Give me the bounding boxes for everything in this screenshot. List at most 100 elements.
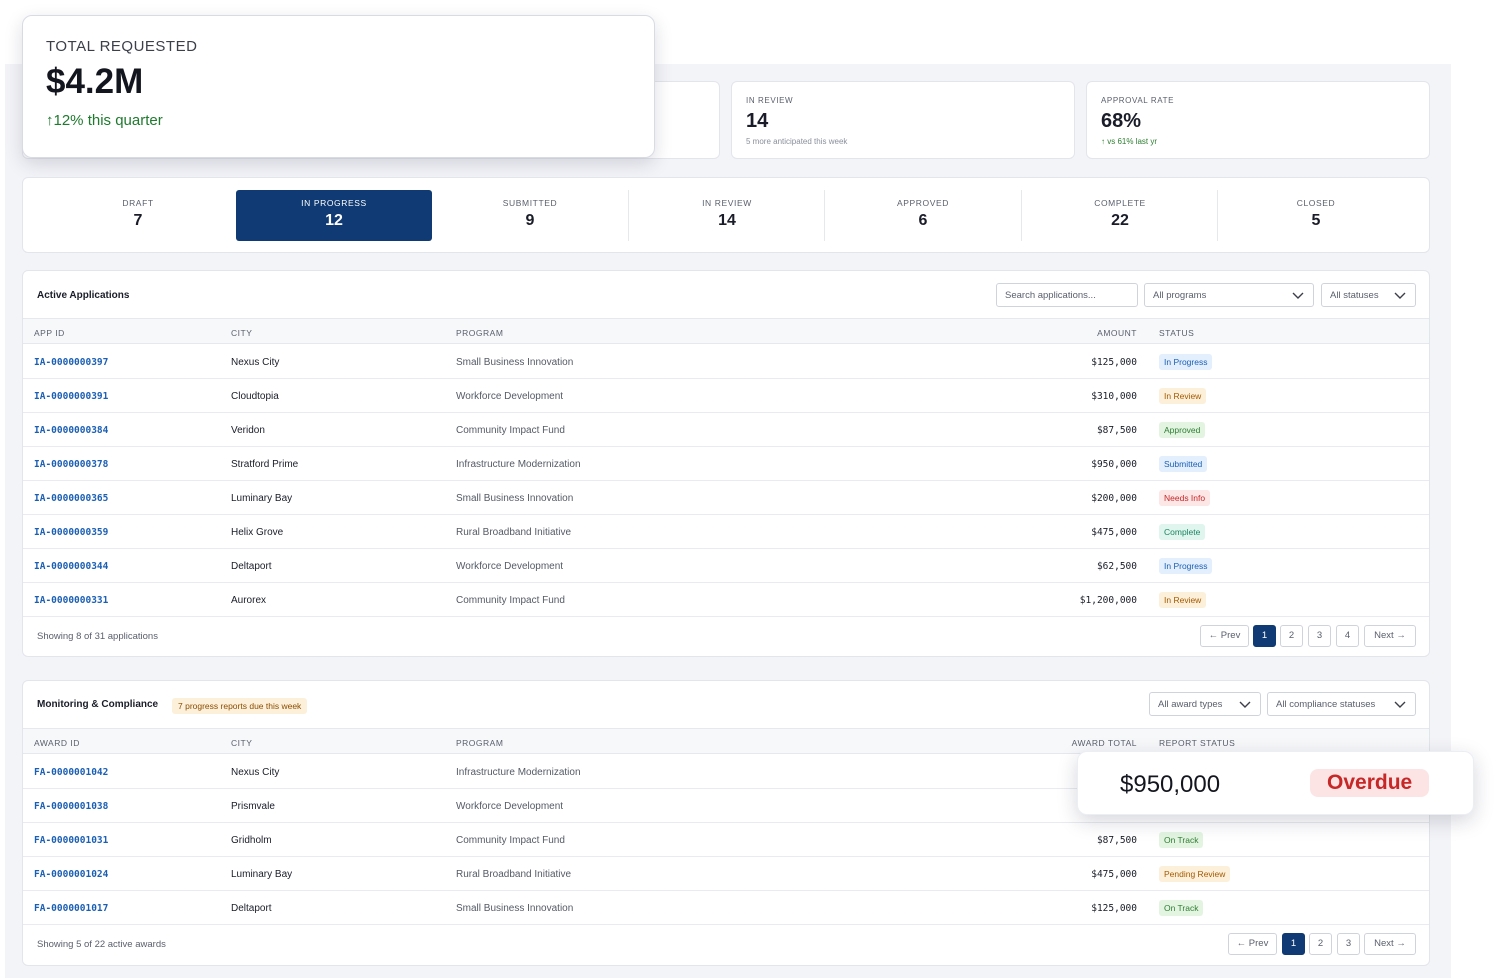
tab-count: 9 [525, 212, 535, 229]
row-id-link[interactable]: IA-0000000397 [34, 357, 109, 368]
column-header-city[interactable]: CITY [231, 738, 253, 748]
chevron-down-icon [1292, 292, 1304, 299]
page-button-4[interactable]: 4 [1336, 625, 1359, 647]
row-city: Prismvale [231, 801, 275, 812]
row-city: Gridholm [231, 835, 272, 846]
row-city: Deltaport [231, 903, 272, 914]
page-button-1[interactable]: 1 [1282, 933, 1305, 955]
column-header-status[interactable]: STATUS [1159, 328, 1195, 338]
row-id-link[interactable]: FA-0000001042 [34, 767, 109, 778]
row-program: Rural Broadband Initiative [456, 527, 572, 538]
chevron-down-icon [1239, 701, 1251, 708]
table-row[interactable]: FA-0000001031 Gridholm Community Impact Fu… [23, 823, 1429, 857]
table-row[interactable]: IA-0000000365 Luminary Bay Small Business … [23, 481, 1429, 515]
tab-complete[interactable]: COMPLETE 22 [1022, 190, 1218, 241]
prev-page-button[interactable]: ← Prev [1228, 933, 1277, 955]
tab-count: 14 [718, 212, 736, 229]
tab-approved[interactable]: APPROVED 6 [825, 190, 1021, 241]
status-badge: In Progress [1159, 354, 1213, 370]
tab-in-progress[interactable]: IN PROGRESS 12 [236, 190, 432, 241]
row-program: Workforce Development [456, 561, 564, 572]
status-badge: On Track [1159, 900, 1204, 916]
row-id-link[interactable]: FA-0000001017 [34, 903, 109, 914]
table-row[interactable]: FA-0000001038 Prismvale Workforce Developm… [23, 789, 1429, 823]
row-id-link[interactable]: IA-0000000391 [34, 391, 109, 402]
table-row[interactable]: IA-0000000378 Stratford Prime Infrastructu… [23, 447, 1429, 481]
row-id-link[interactable]: IA-0000000344 [34, 561, 109, 572]
column-header-city[interactable]: CITY [231, 328, 253, 338]
prev-page-button[interactable]: ← Prev [1200, 625, 1249, 647]
total-requested-value: $4.2M [46, 62, 144, 101]
reports-due-badge: 7 progress reports due this week [172, 698, 308, 714]
tab-submitted[interactable]: SUBMITTED 9 [432, 190, 628, 241]
column-header-amount[interactable]: AMOUNT [1097, 328, 1137, 338]
row-amount: $310,000 [1091, 391, 1137, 402]
row-id-link[interactable]: FA-0000001024 [34, 869, 109, 880]
column-header-app-id[interactable]: APP ID [34, 328, 65, 338]
row-amount: $125,000 [1091, 357, 1137, 368]
tab-label: DRAFT [122, 198, 154, 208]
table-row[interactable]: IA-0000000384 Veridon Community Impact Fun… [23, 413, 1429, 447]
table-row[interactable]: FA-0000001024 Luminary Bay Rural Broadband… [23, 857, 1429, 891]
row-id-link[interactable]: IA-0000000331 [34, 595, 109, 606]
table-row[interactable]: IA-0000000331 Aurorex Community Impact Fun… [23, 583, 1429, 617]
row-city: Nexus City [231, 767, 280, 778]
row-program: Community Impact Fund [456, 835, 565, 846]
page-button-3[interactable]: 3 [1308, 625, 1331, 647]
page-button-2[interactable]: 2 [1280, 625, 1303, 647]
tab-closed[interactable]: CLOSED 5 [1218, 190, 1414, 241]
program-filter-select[interactable]: All programs [1144, 283, 1314, 307]
status-badge: Submitted [1159, 456, 1208, 472]
table-header: APP ID CITY PROGRAM AMOUNT STATUS [23, 318, 1429, 344]
row-amount: $62,500 [1096, 561, 1137, 572]
row-id-link[interactable]: IA-0000000384 [34, 425, 109, 436]
tab-label: IN PROGRESS [301, 198, 367, 208]
status-filter-select[interactable]: All statuses [1321, 283, 1416, 307]
row-id-link[interactable]: IA-0000000378 [34, 459, 109, 470]
tab-in-review[interactable]: IN REVIEW 14 [629, 190, 825, 241]
table-row[interactable]: IA-0000000344 Deltaport Workforce Developm… [23, 549, 1429, 583]
table-row[interactable]: IA-0000000391 Cloudtopia Workforce Develop… [23, 379, 1429, 413]
status-badge: Approved [1159, 422, 1206, 438]
page-button-1[interactable]: 1 [1253, 625, 1276, 647]
table-row[interactable]: FA-0000001042 Nexus City Infrastructure Mo… [23, 755, 1429, 789]
table-row[interactable]: IA-0000000359 Helix Grove Rural Broadband … [23, 515, 1429, 549]
column-header-award-total[interactable]: AWARD TOTAL [1071, 738, 1137, 748]
tab-count: 5 [1311, 212, 1321, 229]
stat-label: IN REVIEW [746, 96, 794, 105]
search-input[interactable]: Search applications... [996, 283, 1138, 307]
row-id-link[interactable]: FA-0000001031 [34, 835, 109, 846]
compliance-filter-select[interactable]: All compliance statuses [1267, 692, 1416, 716]
page-button-2[interactable]: 2 [1309, 933, 1332, 955]
tab-draft[interactable]: DRAFT 7 [40, 190, 236, 241]
row-program: Small Business Innovation [456, 903, 574, 914]
stat-value: 14 [746, 110, 769, 132]
status-badge: Needs Info [1159, 490, 1211, 506]
tab-label: COMPLETE [1094, 198, 1146, 208]
column-header-award-id[interactable]: AWARD ID [34, 738, 80, 748]
row-amount: $475,000 [1091, 527, 1137, 538]
row-id-link[interactable]: IA-0000000359 [34, 527, 109, 538]
stat-label: APPROVAL RATE [1101, 96, 1175, 105]
tab-label: IN REVIEW [702, 198, 752, 208]
award-type-filter-select[interactable]: All award types [1149, 692, 1261, 716]
compliance-filter-value: All compliance statuses [1276, 699, 1376, 710]
row-id-link[interactable]: FA-0000001038 [34, 801, 109, 812]
program-filter-value: All programs [1153, 290, 1207, 301]
stat-card-in-review: IN REVIEW 14 5 more anticipated this wee… [731, 81, 1075, 159]
page-button-3[interactable]: 3 [1337, 933, 1360, 955]
next-page-button[interactable]: Next → [1364, 625, 1416, 647]
stat-sub: 5 more anticipated this week [746, 137, 848, 146]
divider [1217, 190, 1218, 241]
column-header-program[interactable]: PROGRAM [456, 328, 504, 338]
section-title: Monitoring & Compliance [37, 699, 159, 710]
table-row[interactable]: FA-0000001017 Deltaport Small Business Inn… [23, 891, 1429, 925]
table-row[interactable]: IA-0000000397 Nexus City Small Business In… [23, 345, 1429, 379]
next-page-button[interactable]: Next → [1364, 933, 1416, 955]
column-header-program[interactable]: PROGRAM [456, 738, 504, 748]
row-city: Aurorex [231, 595, 267, 606]
row-program: Community Impact Fund [456, 595, 565, 606]
column-header-report-status[interactable]: REPORT STATUS [1159, 738, 1236, 748]
row-id-link[interactable]: IA-0000000365 [34, 493, 109, 504]
highlight-amount: $950,000 [1120, 771, 1221, 798]
